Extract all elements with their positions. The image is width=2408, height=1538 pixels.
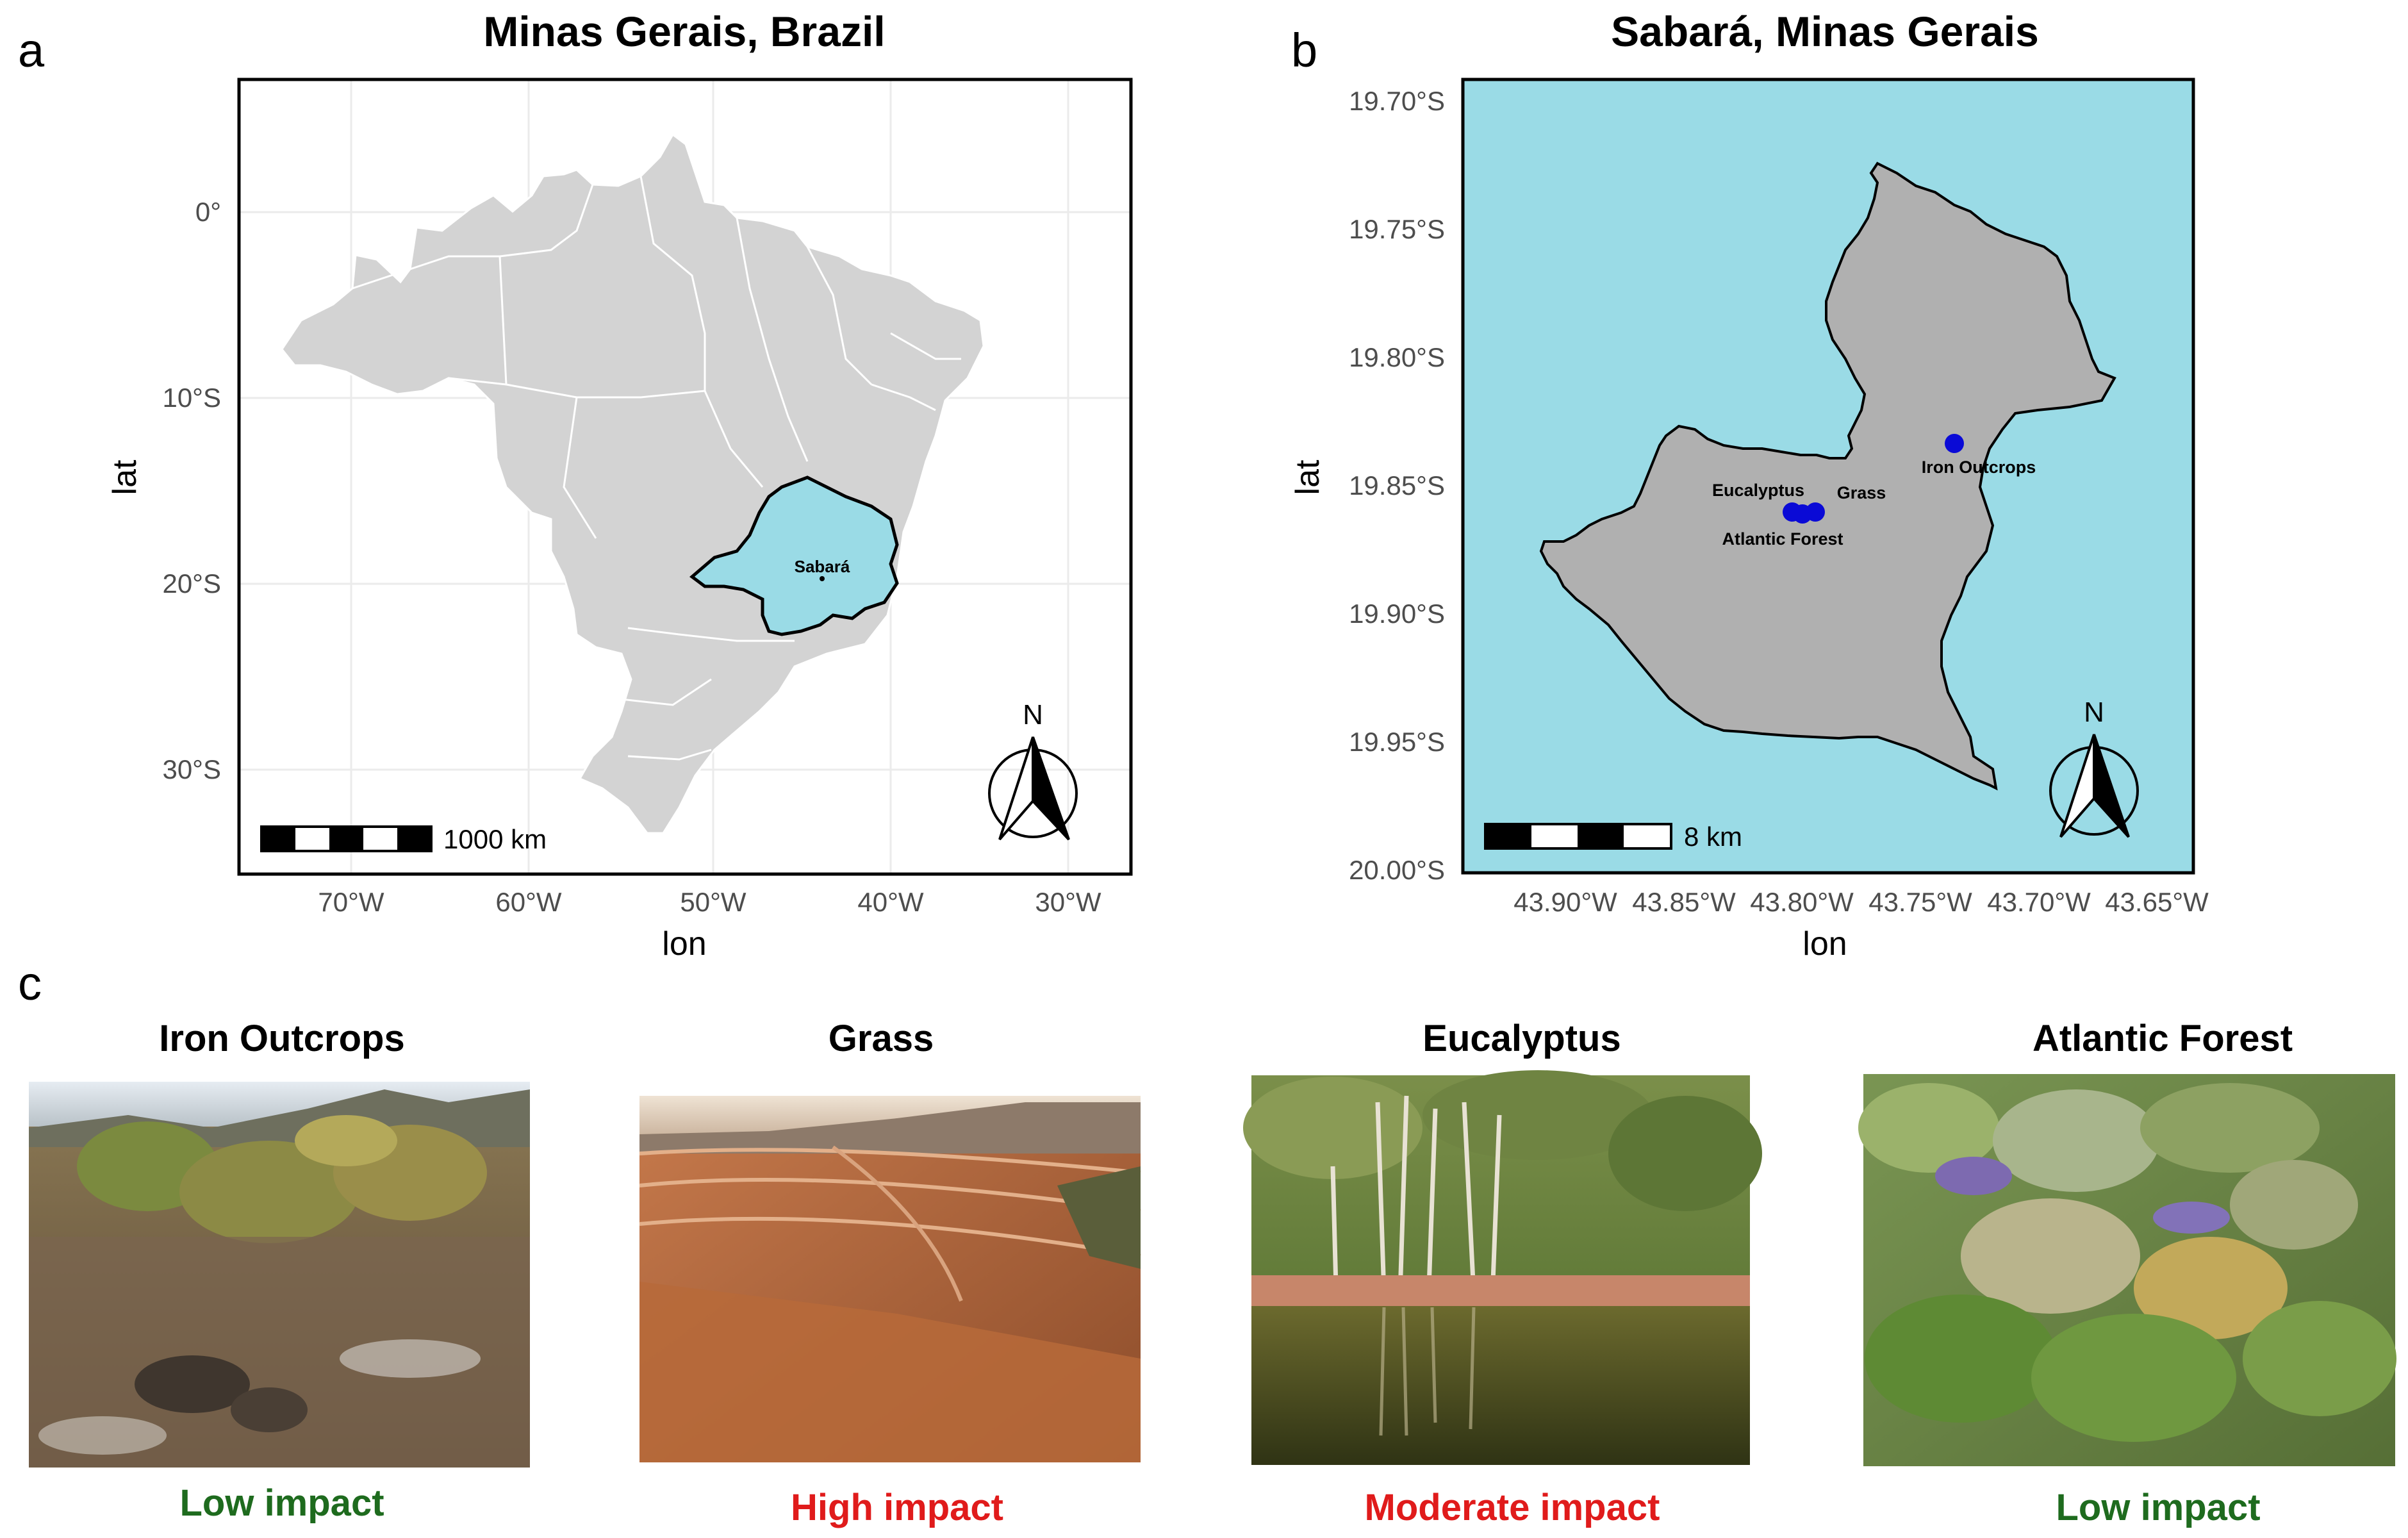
photo-card-iron-outcrops: Iron Outcrops Low impact (29, 1018, 530, 1524)
map-b-title: Sabará, Minas Gerais (1611, 8, 2039, 55)
sabara-label: Sabará (795, 557, 850, 576)
panel-letter-c: c (18, 957, 42, 1010)
scale-bar-label: 8 km (1684, 822, 1742, 852)
photo-title: Iron Outcrops (159, 1018, 404, 1059)
panel-a: a Minas Gerais, Brazil (18, 8, 1133, 963)
scale-bar: 8 km (1484, 822, 1742, 852)
impact-label-moderate: Moderate impact (1365, 1487, 1660, 1528)
map-a-title: Minas Gerais, Brazil (483, 8, 885, 55)
panel-letter-a: a (18, 24, 45, 77)
x-tick: 43.80°W (1750, 887, 1854, 917)
y-tick: 19.75°S (1349, 214, 1445, 244)
x-tick: 40°W (857, 887, 924, 917)
map-a-y-ticks: 0° 10°S 20°S 30°S (162, 197, 221, 784)
x-tick: 50°W (680, 887, 746, 917)
site-point-grass (1806, 502, 1825, 522)
map-b-y-ticks: 19.70°S 19.75°S 19.80°S 19.85°S 19.90°S … (1349, 86, 1445, 885)
minas-gerais-state (689, 475, 899, 636)
impact-label-low: Low impact (179, 1482, 384, 1524)
map-b-frame (1461, 78, 2195, 875)
photo-card-atlantic-forest: Atlantic Forest Low impact (1858, 1018, 2396, 1528)
y-tick: 19.90°S (1349, 599, 1445, 629)
photo-iron-outcrops (29, 1082, 530, 1468)
site-label-eucalyptus: Eucalyptus (1712, 481, 1804, 500)
map-a-x-axis-title: lon (662, 925, 706, 963)
sabara-point (820, 576, 825, 581)
north-arrow-icon: N (988, 699, 1078, 841)
y-tick: 30°S (162, 754, 221, 784)
map-b-y-axis-title: lat (1289, 459, 1326, 495)
x-tick: 43.70°W (1987, 887, 2091, 917)
scale-bar-label: 1000 km (443, 824, 547, 854)
y-tick: 19.85°S (1349, 470, 1445, 500)
map-b-x-axis-title: lon (1802, 925, 1847, 963)
panel-b: b Sabará, Minas Gerais Iron Outcrops Gra… (1289, 8, 2209, 963)
panel-letter-b: b (1291, 24, 1317, 77)
y-tick: 19.95°S (1349, 727, 1445, 757)
photo-card-grass: Grass High impact (639, 1018, 1141, 1528)
brazil-country-shape (281, 133, 985, 834)
impact-label-low: Low impact (2056, 1487, 2260, 1528)
x-tick: 30°W (1035, 887, 1101, 917)
map-b-x-ticks: 43.90°W 43.85°W 43.80°W 43.75°W 43.70°W … (1513, 887, 2209, 917)
photo-card-eucalyptus: Eucalyptus (1243, 1018, 1762, 1528)
site-point-iron-outcrops (1945, 434, 1964, 453)
scale-bar: 1000 km (260, 824, 547, 854)
y-tick: 0° (195, 197, 221, 227)
x-tick: 43.90°W (1513, 887, 1617, 917)
y-tick: 20°S (162, 568, 221, 599)
site-label-iron-outcrops: Iron Outcrops (1922, 458, 2036, 477)
photo-eucalyptus (1243, 1070, 1762, 1465)
north-arrow-icon: N (2049, 697, 2139, 838)
sabara-municipality-shape (1539, 161, 2116, 791)
map-a-y-axis-title: lat (106, 459, 144, 495)
north-label: N (2084, 697, 2104, 728)
y-tick: 20.00°S (1349, 855, 1445, 885)
photo-title: Atlantic Forest (2033, 1018, 2293, 1059)
state-borders (352, 176, 961, 761)
site-label-atlantic-forest: Atlantic Forest (1722, 529, 1843, 549)
impact-label-high: High impact (791, 1487, 1003, 1528)
x-tick: 43.85°W (1632, 887, 1736, 917)
site-label-grass: Grass (1837, 483, 1886, 502)
sampling-sites: Iron Outcrops Grass Eucalyptus Atlantic … (1712, 434, 2036, 549)
map-a-frame (237, 78, 1133, 876)
photo-title: Eucalyptus (1423, 1018, 1620, 1059)
x-tick: 60°W (495, 887, 562, 917)
panel-c: c Iron Outcrops Low impact Grass (18, 957, 2396, 1528)
photo-title: Grass (829, 1018, 934, 1059)
map-a-x-ticks: 70°W 60°W 50°W 40°W 30°W (318, 887, 1101, 917)
photo-grass (639, 1096, 1141, 1462)
y-tick: 10°S (162, 383, 221, 413)
x-tick: 70°W (318, 887, 384, 917)
x-tick: 43.65°W (2105, 887, 2209, 917)
photo-atlantic-forest (1858, 1074, 2396, 1466)
y-tick: 19.70°S (1349, 86, 1445, 116)
north-label: N (1023, 699, 1043, 731)
y-tick: 19.80°S (1349, 342, 1445, 372)
x-tick: 43.75°W (1868, 887, 1972, 917)
